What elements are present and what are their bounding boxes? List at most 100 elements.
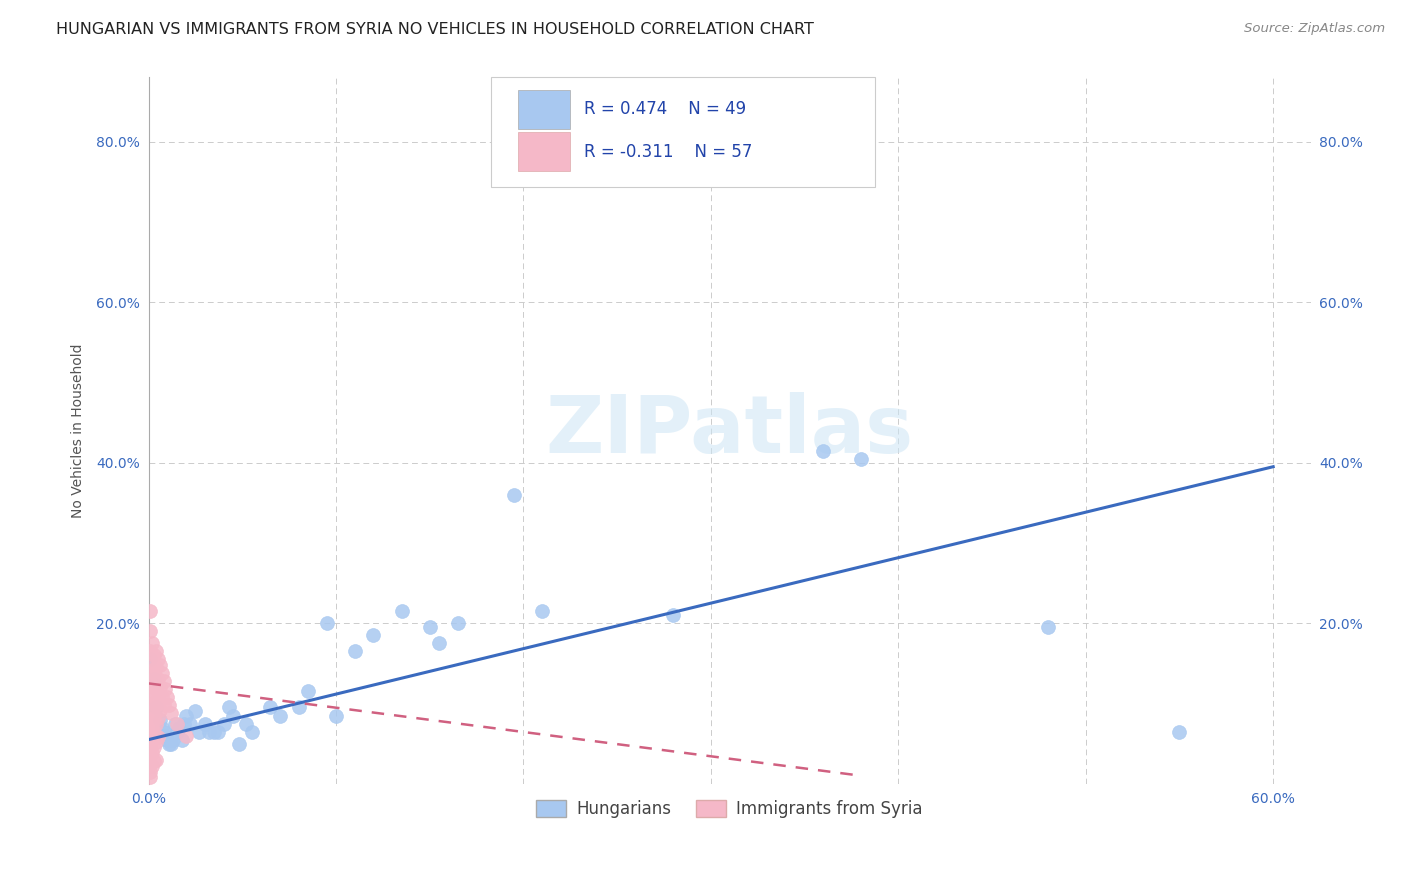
- Point: [662, 608, 685, 623]
- Point: [391, 604, 413, 618]
- Text: R = -0.311    N = 57: R = -0.311 N = 57: [585, 143, 752, 161]
- Point: [287, 700, 309, 714]
- Point: [363, 628, 385, 642]
- Point: [160, 737, 183, 751]
- Point: [146, 673, 169, 687]
- Point: [141, 732, 163, 747]
- Point: [139, 604, 162, 618]
- Point: [139, 764, 162, 779]
- Point: [139, 700, 162, 714]
- Point: [141, 746, 163, 760]
- Point: [184, 705, 207, 719]
- Point: [141, 689, 163, 703]
- Point: [141, 636, 163, 650]
- Point: [315, 616, 337, 631]
- Point: [143, 739, 166, 754]
- Point: [419, 620, 441, 634]
- Point: [145, 698, 167, 712]
- Point: [179, 716, 201, 731]
- Point: [146, 711, 169, 725]
- Point: [139, 624, 162, 639]
- Point: [149, 703, 172, 717]
- Point: [139, 689, 162, 703]
- FancyBboxPatch shape: [491, 78, 875, 187]
- Point: [139, 676, 162, 690]
- Point: [145, 681, 167, 695]
- Point: [139, 770, 162, 784]
- Point: [143, 697, 166, 711]
- Point: [143, 754, 166, 768]
- Point: [139, 724, 162, 739]
- Point: [139, 652, 162, 666]
- Point: [849, 451, 872, 466]
- Point: [207, 724, 229, 739]
- Legend: Hungarians, Immigrants from Syria: Hungarians, Immigrants from Syria: [530, 793, 929, 825]
- Point: [141, 673, 163, 687]
- Point: [166, 724, 188, 739]
- Point: [150, 690, 173, 704]
- Point: [152, 724, 174, 739]
- Point: [155, 681, 177, 696]
- Point: [139, 644, 162, 658]
- Point: [297, 684, 319, 698]
- Point: [145, 735, 167, 749]
- Point: [143, 665, 166, 679]
- Point: [157, 737, 180, 751]
- Point: [145, 753, 167, 767]
- Point: [152, 698, 174, 712]
- Point: [325, 708, 347, 723]
- Point: [143, 673, 166, 687]
- Point: [139, 713, 162, 727]
- Point: [172, 732, 194, 747]
- Point: [167, 721, 190, 735]
- FancyBboxPatch shape: [519, 90, 571, 128]
- Point: [174, 729, 197, 743]
- Text: Source: ZipAtlas.com: Source: ZipAtlas.com: [1244, 22, 1385, 36]
- Point: [155, 729, 177, 743]
- Point: [141, 657, 163, 671]
- Point: [166, 716, 188, 731]
- Point: [143, 681, 166, 695]
- Point: [141, 705, 163, 719]
- Point: [343, 644, 366, 658]
- Point: [146, 730, 169, 744]
- Point: [139, 740, 162, 755]
- Point: [149, 657, 172, 672]
- Point: [139, 748, 162, 763]
- Point: [212, 716, 235, 731]
- Point: [152, 673, 174, 688]
- Point: [141, 719, 163, 733]
- Point: [228, 737, 250, 751]
- Point: [156, 690, 179, 704]
- Point: [531, 604, 554, 618]
- Point: [259, 700, 281, 714]
- Point: [157, 698, 180, 712]
- FancyBboxPatch shape: [519, 132, 571, 171]
- Point: [222, 708, 245, 723]
- Point: [139, 732, 162, 747]
- Point: [145, 644, 167, 658]
- Point: [145, 660, 167, 674]
- Point: [150, 665, 173, 680]
- Point: [139, 665, 162, 679]
- Point: [240, 724, 263, 739]
- Point: [269, 708, 291, 723]
- Point: [160, 706, 183, 720]
- Point: [173, 716, 195, 731]
- Text: ZIPatlas: ZIPatlas: [546, 392, 914, 469]
- Point: [218, 700, 240, 714]
- Point: [143, 711, 166, 725]
- Text: HUNGARIAN VS IMMIGRANTS FROM SYRIA NO VEHICLES IN HOUSEHOLD CORRELATION CHART: HUNGARIAN VS IMMIGRANTS FROM SYRIA NO VE…: [56, 22, 814, 37]
- Point: [174, 708, 197, 723]
- Point: [139, 756, 162, 771]
- Point: [503, 488, 526, 502]
- Point: [188, 724, 211, 739]
- Point: [202, 724, 225, 739]
- Point: [143, 725, 166, 739]
- Point: [145, 716, 167, 731]
- Point: [235, 716, 257, 731]
- Point: [1168, 724, 1191, 739]
- Y-axis label: No Vehicles in Household: No Vehicles in Household: [72, 343, 86, 518]
- Point: [146, 692, 169, 706]
- Point: [141, 759, 163, 773]
